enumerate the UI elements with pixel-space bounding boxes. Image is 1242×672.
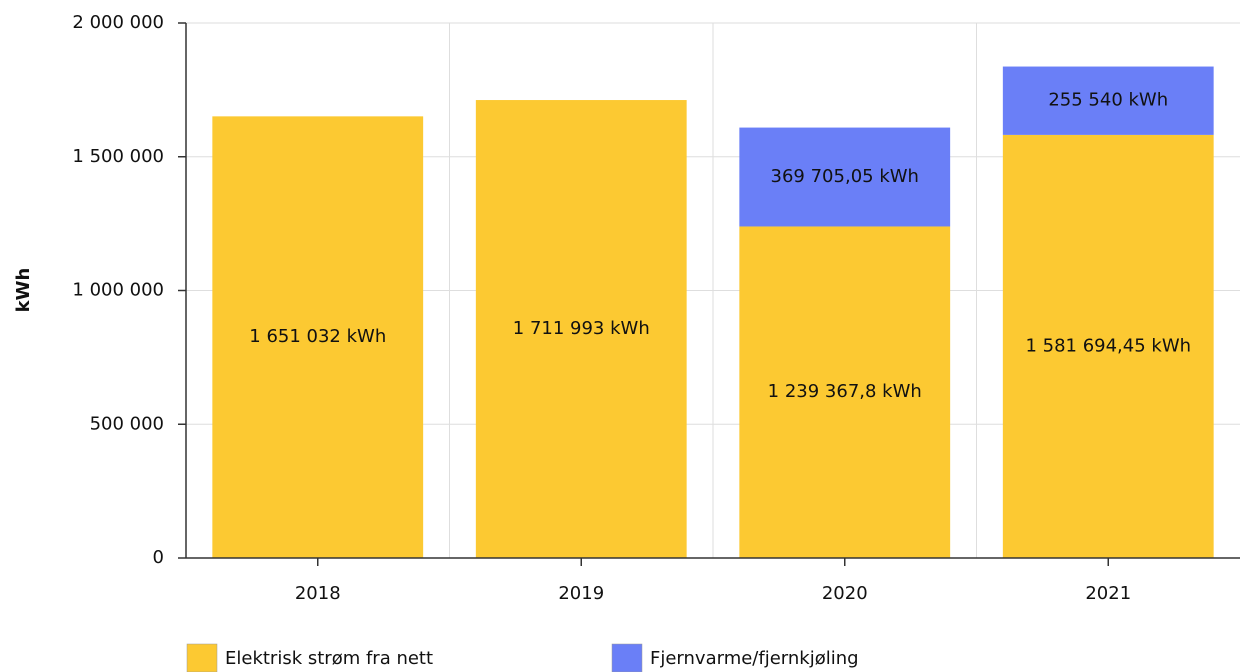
x-tick-label: 2020 (822, 583, 868, 604)
legend-swatch (186, 643, 218, 672)
legend-swatch (611, 643, 643, 672)
bar-segment (739, 127, 951, 227)
legend-label: Fjernvarme/fjernkjøling (650, 648, 859, 669)
data-label: 1 711 993 kWh (513, 318, 650, 339)
bar-segment (1002, 66, 1214, 135)
data-label: 255 540 kWh (1048, 90, 1168, 111)
x-tick-label: 2019 (558, 583, 604, 604)
x-tick-label: 2021 (1085, 583, 1131, 604)
y-tick-label: 500 000 (90, 413, 164, 434)
y-tick-label: 1 500 000 (72, 146, 164, 167)
legend-label: Elektrisk strøm fra nett (225, 648, 433, 669)
data-label: 1 581 694,45 kWh (1025, 335, 1191, 356)
y-tick-label: 1 000 000 (72, 280, 164, 301)
y-axis-label: kWh (13, 268, 34, 313)
bar-segment (212, 116, 424, 558)
bar-segment (1002, 134, 1214, 558)
data-label: 369 705,05 kWh (771, 166, 919, 187)
y-tick-label: 0 (153, 547, 164, 568)
bar-segment (739, 226, 951, 558)
x-tick-label: 2018 (295, 583, 341, 604)
data-label: 1 239 367,8 kWh (768, 381, 922, 402)
y-tick-label: 2 000 000 (72, 12, 164, 33)
data-label: 1 651 032 kWh (249, 326, 386, 347)
bar-segment (475, 100, 687, 558)
